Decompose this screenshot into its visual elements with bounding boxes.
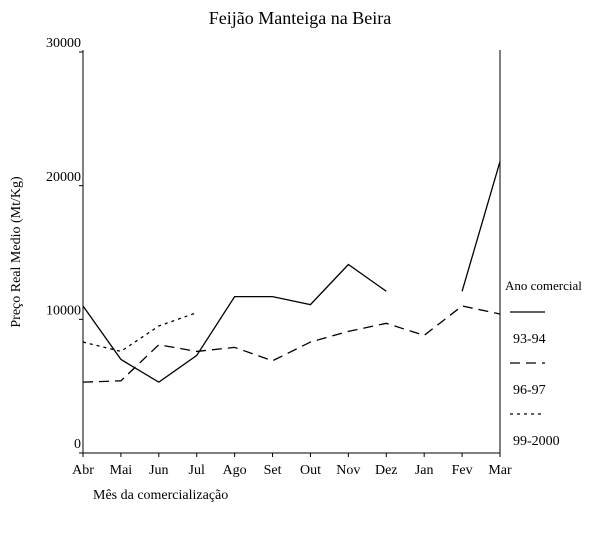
x-tick-label: Dez (375, 463, 398, 478)
chart-title: Feijão Manteiga na Beira (209, 8, 391, 28)
y-tick-label: 30000 (46, 36, 81, 51)
y-tick-label: 10000 (46, 304, 81, 319)
x-tick-label: Mar (488, 463, 512, 478)
x-tick-label: Out (300, 463, 321, 478)
x-tick-label: Ago (223, 463, 247, 478)
y-axis-label: Preço Real Medio (Mt/Kg) (9, 176, 24, 328)
x-axis-label: Mês da comercialização (93, 488, 228, 503)
x-tick-label: Mai (110, 463, 133, 478)
legend-label: 93-94 (513, 332, 546, 347)
legend-title: Ano comercial (505, 278, 582, 293)
y-tick-label: 0 (74, 437, 81, 452)
x-tick-label: Nov (336, 463, 360, 478)
x-tick-label: Jun (149, 463, 168, 478)
legend-label: 96-97 (513, 383, 546, 398)
x-tick-label: Set (264, 463, 282, 478)
x-tick-label: Jan (415, 463, 434, 478)
x-tick-label: Fev (452, 463, 473, 478)
y-tick-label: 20000 (46, 170, 81, 185)
series-line (82, 305, 501, 383)
series-line (82, 312, 197, 353)
x-tick-label: Abr (72, 463, 94, 478)
x-tick-label: Jul (189, 463, 205, 478)
legend-label: 99-2000 (513, 434, 560, 449)
series-line (82, 161, 501, 383)
